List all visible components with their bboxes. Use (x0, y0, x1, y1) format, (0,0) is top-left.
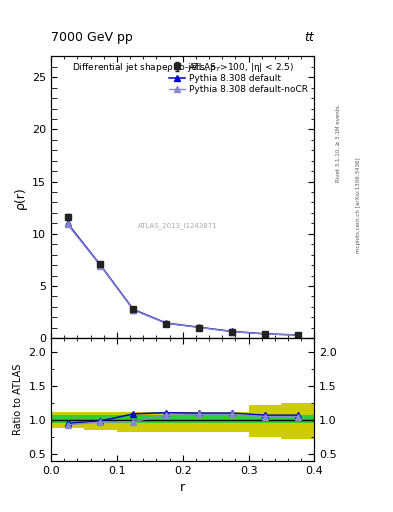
Pythia 8.308 default-noCR (164, 321, 169, 327)
Text: 7000 GeV pp: 7000 GeV pp (51, 31, 133, 44)
Text: mcplots.cern.ch [arXiv:1306.3436]: mcplots.cern.ch [arXiv:1306.3436] (356, 157, 361, 252)
Pythia 8.308 default (131, 307, 136, 313)
Legend: ATLAS, Pythia 8.308 default, Pythia 8.308 default-noCR: ATLAS, Pythia 8.308 default, Pythia 8.30… (167, 61, 310, 96)
Line: Pythia 8.308 default: Pythia 8.308 default (64, 220, 301, 338)
Pythia 8.308 default-noCR (263, 331, 267, 337)
Pythia 8.308 default-noCR (98, 263, 103, 269)
Pythia 8.308 default (296, 332, 300, 338)
Pythia 8.308 default (197, 324, 202, 330)
Pythia 8.308 default-noCR (65, 221, 70, 227)
Y-axis label: ρ(r): ρ(r) (13, 186, 27, 209)
Pythia 8.308 default-noCR (296, 332, 300, 338)
Text: tt: tt (305, 31, 314, 44)
Pythia 8.308 default-noCR (131, 307, 136, 313)
Text: ATLAS_2013_I1243871: ATLAS_2013_I1243871 (138, 222, 217, 229)
Pythia 8.308 default-noCR (197, 325, 202, 331)
Line: Pythia 8.308 default-noCR: Pythia 8.308 default-noCR (65, 222, 301, 338)
Text: Rivet 3.1.10, ≥ 3.1M events: Rivet 3.1.10, ≥ 3.1M events (336, 105, 341, 182)
Pythia 8.308 default (263, 331, 267, 337)
Pythia 8.308 default (65, 220, 70, 226)
Pythia 8.308 default-noCR (230, 329, 235, 335)
Y-axis label: Ratio to ATLAS: Ratio to ATLAS (13, 364, 23, 435)
Text: Differential jet shapeρ (b-jets, p$_T$>100, |η| < 2.5): Differential jet shapeρ (b-jets, p$_T$>1… (72, 60, 294, 74)
Pythia 8.308 default (164, 320, 169, 326)
Pythia 8.308 default (98, 262, 103, 268)
Pythia 8.308 default (230, 328, 235, 334)
X-axis label: r: r (180, 481, 185, 494)
